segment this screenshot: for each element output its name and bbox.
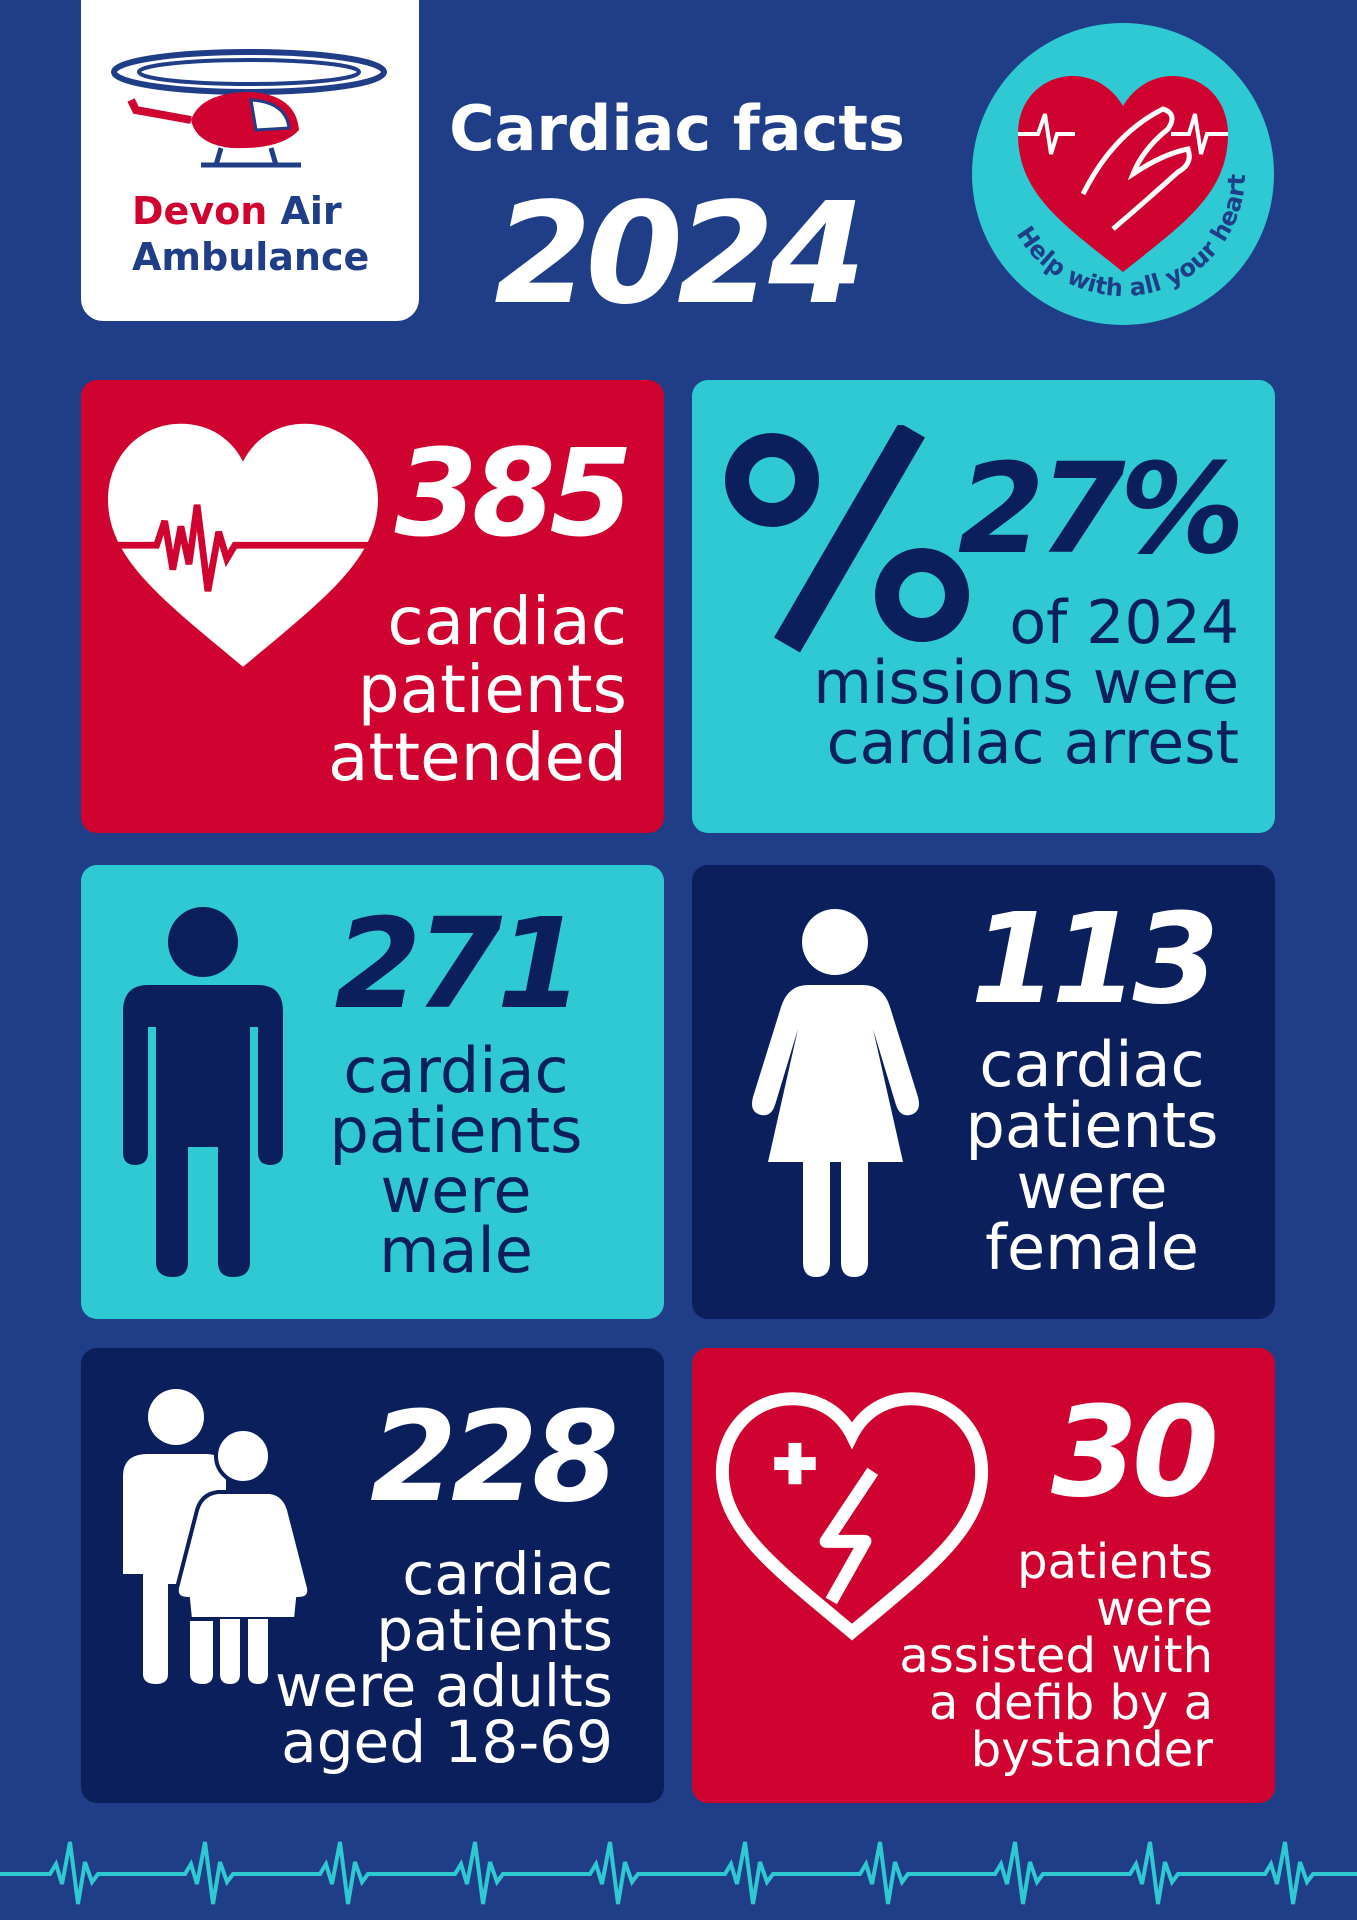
stat-caption: patients [357, 651, 627, 728]
title: Cardiac facts [449, 92, 905, 165]
card-text: 113 cardiac patients were female [965, 887, 1220, 1284]
card-text: 385 cardiac patients attended [327, 420, 633, 796]
stat-caption: male [379, 1214, 533, 1287]
year: 2024 [494, 173, 866, 336]
stat-number: 30 [1051, 1380, 1219, 1525]
stat-card: 271 cardiac patients were male [81, 865, 664, 1319]
stat-number: 385 [394, 425, 633, 564]
logo-word: Air [280, 189, 342, 233]
card-text: 228 cardiac patients were adults aged 18-69 [274, 1385, 619, 1776]
card-text: 271 cardiac patients were male [329, 892, 584, 1287]
stat-caption: patients [376, 1596, 613, 1664]
stat-caption: cardiac [979, 1028, 1205, 1101]
stat-caption: female [985, 1211, 1199, 1284]
percent-icon [725, 425, 969, 653]
stat-caption: bystander [970, 1722, 1213, 1778]
stat-caption: were [380, 1154, 532, 1227]
stat-card: 27% of 2024 missions were cardiac arrest [692, 380, 1275, 833]
logo-word: Ambulance [132, 235, 370, 279]
stat-caption: patients [329, 1094, 583, 1167]
stat-caption: assisted with [899, 1628, 1213, 1684]
stat-caption: were [1016, 1150, 1168, 1223]
pulse-line [0, 1841, 1357, 1905]
stat-number: 27% [957, 437, 1245, 582]
badge: Help with all your heart [972, 23, 1274, 325]
female-icon [752, 909, 919, 1277]
stat-number: 271 [334, 892, 584, 1037]
stat-caption: patients [965, 1089, 1219, 1162]
card-text: 27% of 2024 missions were cardiac arrest [813, 435, 1245, 778]
logo-text: Devon Air Ambulance [132, 188, 369, 280]
stat-card: 228 cardiac patients were adults aged 18-69 [81, 1348, 664, 1803]
stat-caption: cardiac [387, 583, 627, 660]
stat-caption: of 2024 [1009, 588, 1239, 658]
stat-card: 385 cardiac patients attended [81, 380, 664, 833]
male-icon [123, 907, 283, 1277]
heart-icon [108, 423, 378, 667]
stat-caption: were adults [274, 1652, 613, 1720]
stat-caption: a defib by a [928, 1675, 1213, 1731]
helicopter-icon [111, 49, 387, 168]
stat-number: 228 [370, 1385, 619, 1530]
stat-caption: attended [327, 719, 627, 796]
stat-caption: missions were [813, 648, 1239, 718]
stat-card: 113 cardiac patients were female [692, 865, 1275, 1319]
elderly-icon [123, 1389, 312, 1684]
stat-caption: aged 18-69 [281, 1708, 613, 1776]
stat-caption: were [1096, 1581, 1213, 1637]
stat-caption: cardiac [402, 1540, 613, 1608]
stat-caption: cardiac [343, 1034, 569, 1107]
logo-box: Devon Air Ambulance [81, 0, 419, 321]
logo-word: Devon [132, 189, 268, 233]
stat-caption: cardiac arrest [826, 708, 1239, 778]
defib-icon [715, 1392, 989, 1641]
stat-caption: patients [1017, 1534, 1213, 1590]
stat-number: 113 [970, 887, 1220, 1032]
